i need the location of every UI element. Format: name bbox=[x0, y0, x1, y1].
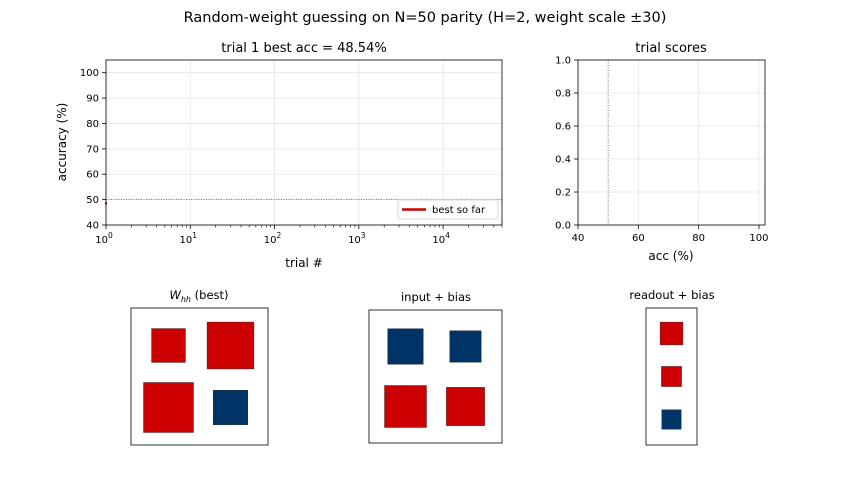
whh-cell bbox=[143, 382, 194, 433]
readout-hinton: readout + bias bbox=[629, 288, 715, 446]
progress-y-label: accuracy (%) bbox=[55, 103, 69, 182]
legend-label: best so far bbox=[432, 205, 486, 216]
scores-plot-area bbox=[577, 59, 766, 226]
progress-plot-area bbox=[105, 59, 503, 226]
legend-box bbox=[397, 199, 499, 220]
whh-title-rest: (best) bbox=[191, 288, 229, 302]
progress-x-tick-label: 102 bbox=[264, 231, 282, 246]
input-title: input + bias bbox=[401, 290, 471, 304]
input-hinton: input + bias bbox=[368, 290, 503, 444]
scores-y-tick-label: 0.6 bbox=[555, 122, 571, 133]
readout-cell bbox=[661, 366, 682, 387]
whh-cell bbox=[212, 389, 249, 426]
input-cells bbox=[384, 328, 485, 428]
scores-x-tick-label: 100 bbox=[749, 233, 768, 244]
input-cell bbox=[387, 328, 424, 365]
progress-y-tick-label: 80 bbox=[86, 119, 99, 130]
scores-ticks: 0.0 0.2 0.4 0.6 0.8 1.0 40 60 80 100 bbox=[555, 56, 768, 245]
progress-y-tick-label: 100 bbox=[80, 68, 99, 79]
scores-x-tick-label: 60 bbox=[632, 233, 645, 244]
scores-y-tick-label: 0.2 bbox=[555, 188, 571, 199]
scores-x-label: acc (%) bbox=[648, 249, 693, 263]
progress-chart: trial 1 best acc = 48.54% 40 50 60 70 80 90 10… bbox=[55, 41, 503, 270]
input-cell bbox=[446, 387, 485, 426]
scores-chart: trial scores 0.0 0.2 0.4 0.6 0.8 1.0 40 60 80 100… bbox=[555, 41, 768, 263]
scores-x-tick-label: 40 bbox=[572, 233, 585, 244]
progress-y-tick-label: 60 bbox=[86, 170, 99, 181]
readout-cell bbox=[659, 321, 684, 346]
scores-y-tick-label: 0.0 bbox=[555, 221, 571, 232]
scores-chart-title: trial scores bbox=[635, 41, 707, 56]
scores-y-tick-label: 0.4 bbox=[555, 155, 571, 166]
scores-grid bbox=[577, 59, 765, 226]
progress-y-tick-label: 50 bbox=[86, 195, 99, 206]
progress-x-tick-label: 101 bbox=[180, 231, 198, 246]
input-cell bbox=[384, 385, 427, 428]
progress-x-tick-label: 103 bbox=[348, 231, 366, 246]
progress-ticks: 40 50 60 70 80 90 100 100 101 102 103 104 bbox=[80, 68, 503, 246]
progress-x-tick-label: 104 bbox=[432, 231, 450, 246]
scores-y-tick-label: 0.8 bbox=[555, 89, 571, 100]
whh-title: Whh (best) bbox=[169, 288, 228, 304]
progress-x-label: trial # bbox=[285, 256, 323, 270]
scores-y-tick-label: 1.0 bbox=[555, 56, 571, 67]
progress-y-tick-label: 70 bbox=[86, 144, 99, 155]
readout-title: readout + bias bbox=[629, 288, 714, 302]
whh-cell bbox=[151, 328, 186, 363]
progress-y-tick-label: 40 bbox=[86, 221, 99, 232]
readout-cells bbox=[659, 321, 684, 430]
whh-title-main: W bbox=[169, 288, 181, 302]
whh-hinton: Whh (best) bbox=[130, 288, 269, 446]
whh-title-sub: hh bbox=[181, 295, 191, 304]
scores-x-tick-label: 80 bbox=[692, 233, 705, 244]
progress-y-tick-label: 90 bbox=[86, 94, 99, 105]
input-cell bbox=[449, 330, 482, 363]
readout-cell bbox=[661, 409, 682, 430]
figure-title: Random-weight guessing on N=50 parity (H… bbox=[184, 10, 667, 26]
whh-cell bbox=[206, 321, 255, 370]
progress-x-tick-label: 100 bbox=[95, 231, 113, 246]
progress-legend: best so far bbox=[397, 199, 499, 220]
progress-chart-title: trial 1 best acc = 48.54% bbox=[221, 41, 386, 56]
whh-cells bbox=[143, 321, 255, 433]
